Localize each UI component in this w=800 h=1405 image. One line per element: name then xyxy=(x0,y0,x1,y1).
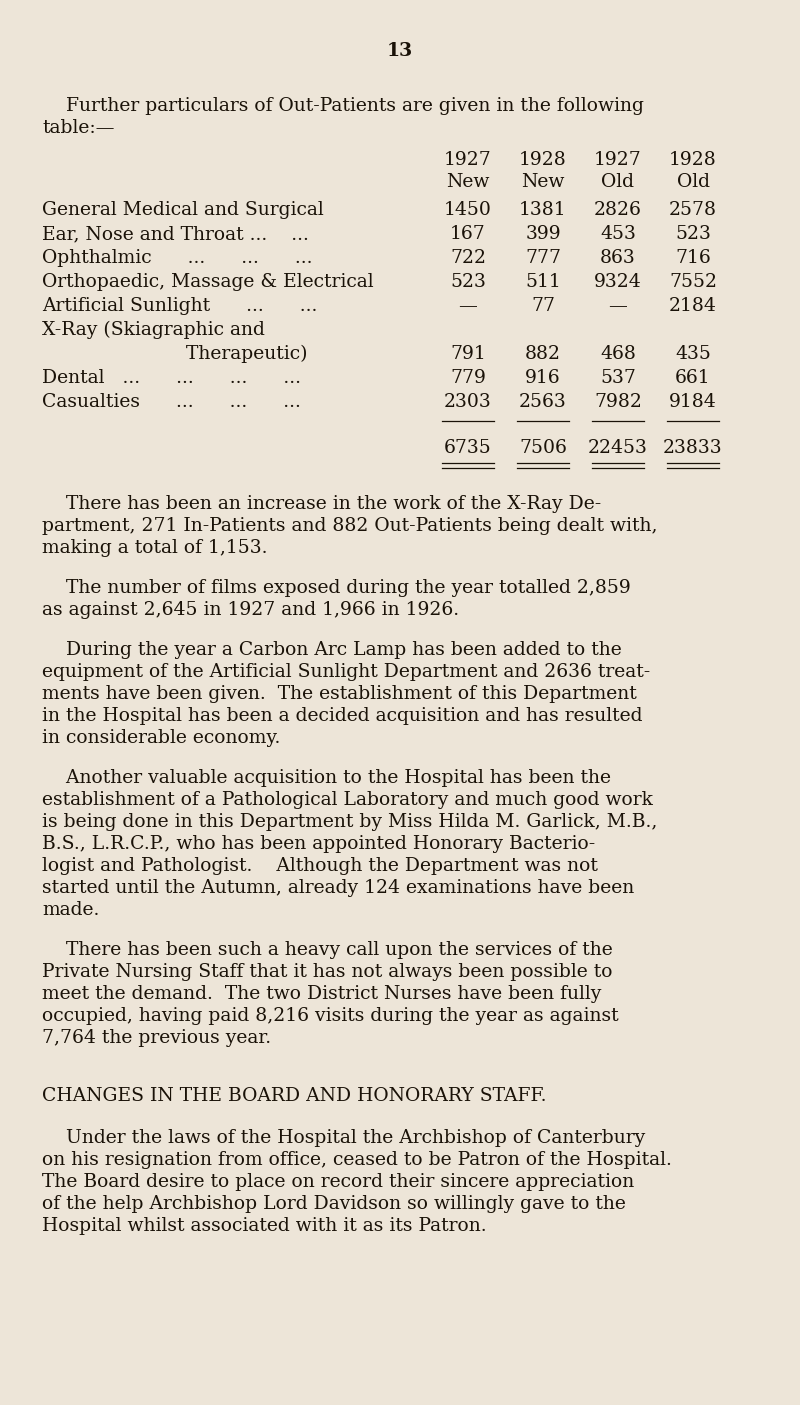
Text: Further particulars of Out-Patients are given in the following: Further particulars of Out-Patients are … xyxy=(42,97,644,115)
Text: 167: 167 xyxy=(450,225,486,243)
Text: 22453: 22453 xyxy=(588,438,648,457)
Text: The number of films exposed during the year totalled 2,859: The number of films exposed during the y… xyxy=(42,579,630,597)
Text: Therapeutic): Therapeutic) xyxy=(42,346,307,364)
Text: 9184: 9184 xyxy=(669,393,717,412)
Text: establishment of a Pathological Laboratory and much good work: establishment of a Pathological Laborato… xyxy=(42,791,653,809)
Text: logist and Pathologist.    Although the Department was not: logist and Pathologist. Although the Dep… xyxy=(42,857,598,875)
Text: Ophthalmic      ...      ...      ...: Ophthalmic ... ... ... xyxy=(42,249,313,267)
Text: 13: 13 xyxy=(387,42,413,60)
Text: 523: 523 xyxy=(450,273,486,291)
Text: 863: 863 xyxy=(600,249,636,267)
Text: as against 2,645 in 1927 and 1,966 in 1926.: as against 2,645 in 1927 and 1,966 in 19… xyxy=(42,601,459,620)
Text: During the year a Carbon Arc Lamp has been added to the: During the year a Carbon Arc Lamp has be… xyxy=(42,641,622,659)
Text: 722: 722 xyxy=(450,249,486,267)
Text: 77: 77 xyxy=(531,296,555,315)
Text: —: — xyxy=(458,296,478,315)
Text: 916: 916 xyxy=(525,370,561,386)
Text: Another valuable acquisition to the Hospital has been the: Another valuable acquisition to the Hosp… xyxy=(42,769,611,787)
Text: 537: 537 xyxy=(600,370,636,386)
Text: 7982: 7982 xyxy=(594,393,642,412)
Text: is being done in this Department by Miss Hilda M. Garlick, M.B.,: is being done in this Department by Miss… xyxy=(42,813,658,830)
Text: 2184: 2184 xyxy=(669,296,717,315)
Text: meet the demand.  The two District Nurses have been fully: meet the demand. The two District Nurses… xyxy=(42,985,602,1003)
Text: 1381: 1381 xyxy=(519,201,567,219)
Text: 791: 791 xyxy=(450,346,486,362)
Text: Private Nursing Staff that it has not always been possible to: Private Nursing Staff that it has not al… xyxy=(42,962,613,981)
Text: occupied, having paid 8,216 visits during the year as against: occupied, having paid 8,216 visits durin… xyxy=(42,1007,618,1026)
Text: B.S., L.R.C.P., who has been appointed Honorary Bacterio-: B.S., L.R.C.P., who has been appointed H… xyxy=(42,835,595,853)
Text: ments have been given.  The establishment of this Department: ments have been given. The establishment… xyxy=(42,686,637,702)
Text: 511: 511 xyxy=(525,273,561,291)
Text: 7,764 the previous year.: 7,764 the previous year. xyxy=(42,1028,271,1047)
Text: Dental   ...      ...      ...      ...: Dental ... ... ... ... xyxy=(42,370,301,386)
Text: making a total of 1,153.: making a total of 1,153. xyxy=(42,540,267,556)
Text: made.: made. xyxy=(42,901,99,919)
Text: Old: Old xyxy=(677,173,710,191)
Text: General Medical and Surgical: General Medical and Surgical xyxy=(42,201,324,219)
Text: 453: 453 xyxy=(600,225,636,243)
Text: Orthopaedic, Massage & Electrical: Orthopaedic, Massage & Electrical xyxy=(42,273,374,291)
Text: There has been an increase in the work of the X-Ray De-: There has been an increase in the work o… xyxy=(42,495,602,513)
Text: 1928: 1928 xyxy=(669,150,717,169)
Text: Ear, Nose and Throat ...    ...: Ear, Nose and Throat ... ... xyxy=(42,225,309,243)
Text: 2303: 2303 xyxy=(444,393,492,412)
Text: There has been such a heavy call upon the services of the: There has been such a heavy call upon th… xyxy=(42,941,613,960)
Text: partment, 271 In-Patients and 882 Out-Patients being dealt with,: partment, 271 In-Patients and 882 Out-Pa… xyxy=(42,517,658,535)
Text: 716: 716 xyxy=(675,249,711,267)
Text: 2578: 2578 xyxy=(669,201,717,219)
Text: 23833: 23833 xyxy=(663,438,723,457)
Text: 882: 882 xyxy=(525,346,561,362)
Text: 2563: 2563 xyxy=(519,393,567,412)
Text: 1928: 1928 xyxy=(519,150,567,169)
Text: 7552: 7552 xyxy=(669,273,717,291)
Text: CHANGES IN THE BOARD AND HONORARY STAFF.: CHANGES IN THE BOARD AND HONORARY STAFF. xyxy=(42,1087,546,1104)
Text: of the help Archbishop Lord Davidson so willingly gave to the: of the help Archbishop Lord Davidson so … xyxy=(42,1196,626,1213)
Text: 399: 399 xyxy=(525,225,561,243)
Text: 1927: 1927 xyxy=(444,150,492,169)
Text: table:—: table:— xyxy=(42,119,114,138)
Text: Artificial Sunlight      ...      ...: Artificial Sunlight ... ... xyxy=(42,296,318,315)
Text: 779: 779 xyxy=(450,370,486,386)
Text: 777: 777 xyxy=(525,249,561,267)
Text: The Board desire to place on record their sincere appreciation: The Board desire to place on record thei… xyxy=(42,1173,634,1191)
Text: started until the Autumn, already 124 examinations have been: started until the Autumn, already 124 ex… xyxy=(42,880,634,896)
Text: 2826: 2826 xyxy=(594,201,642,219)
Text: on his resignation from office, ceased to be Patron of the Hospital.: on his resignation from office, ceased t… xyxy=(42,1151,672,1169)
Text: 1450: 1450 xyxy=(444,201,492,219)
Text: 435: 435 xyxy=(675,346,711,362)
Text: 523: 523 xyxy=(675,225,711,243)
Text: 9324: 9324 xyxy=(594,273,642,291)
Text: —: — xyxy=(609,296,627,315)
Text: 468: 468 xyxy=(600,346,636,362)
Text: 1927: 1927 xyxy=(594,150,642,169)
Text: in considerable economy.: in considerable economy. xyxy=(42,729,280,747)
Text: Under the laws of the Hospital the Archbishop of Canterbury: Under the laws of the Hospital the Archb… xyxy=(42,1130,646,1146)
Text: Hospital whilst associated with it as its Patron.: Hospital whilst associated with it as it… xyxy=(42,1217,486,1235)
Text: in the Hospital has been a decided acquisition and has resulted: in the Hospital has been a decided acqui… xyxy=(42,707,642,725)
Text: Casualties      ...      ...      ...: Casualties ... ... ... xyxy=(42,393,301,412)
Text: X-Ray (Skiagraphic and: X-Ray (Skiagraphic and xyxy=(42,320,265,339)
Text: equipment of the Artificial Sunlight Department and 2636 treat-: equipment of the Artificial Sunlight Dep… xyxy=(42,663,650,681)
Text: New: New xyxy=(446,173,490,191)
Text: 7506: 7506 xyxy=(519,438,567,457)
Text: 661: 661 xyxy=(675,370,711,386)
Text: 6735: 6735 xyxy=(444,438,492,457)
Text: Old: Old xyxy=(602,173,634,191)
Text: New: New xyxy=(522,173,565,191)
